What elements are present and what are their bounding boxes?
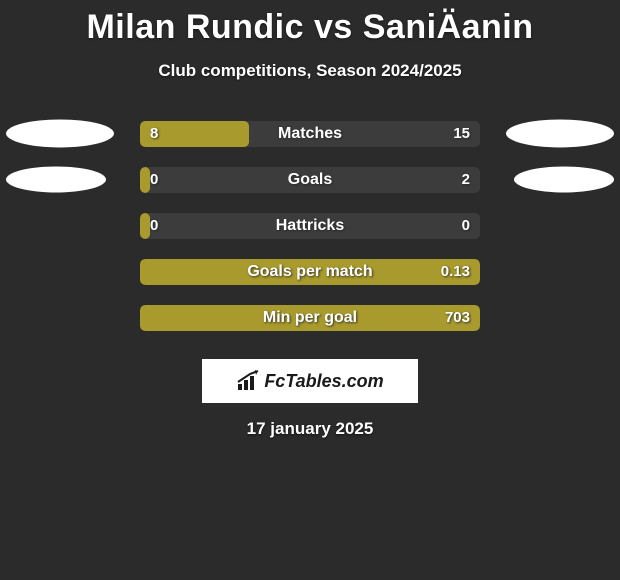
stat-bar-fill [140,121,249,147]
stat-row: Goals per match0.13 [0,249,620,295]
stat-row: Matches815 [0,111,620,157]
stat-bar-track [140,121,480,147]
stat-bar-track [140,167,480,193]
player-logo-ellipse [506,119,614,147]
footer-date: 17 january 2025 [0,419,620,439]
stat-bar-track [140,305,480,331]
stat-bar-track [140,259,480,285]
brand-chart-icon [236,370,262,392]
stat-bar-fill [140,259,480,285]
player-logo-ellipse [6,166,106,192]
stat-row: Min per goal703 [0,295,620,341]
page-title: Milan Rundic vs SaniÄanin [0,0,620,47]
comparison-rows: Matches815Goals02Hattricks00Goals per ma… [0,111,620,341]
player-logo-ellipse [6,119,114,147]
page-subtitle: Club competitions, Season 2024/2025 [0,61,620,81]
stat-bar-fill [140,167,150,193]
stat-row: Goals02 [0,157,620,203]
stat-bar-fill [140,305,480,331]
brand-text: FcTables.com [264,371,383,392]
stat-row: Hattricks00 [0,203,620,249]
player-logo-ellipse [514,166,614,192]
brand-badge: FcTables.com [202,359,418,403]
stat-bar-fill [140,213,150,239]
stat-bar-track [140,213,480,239]
